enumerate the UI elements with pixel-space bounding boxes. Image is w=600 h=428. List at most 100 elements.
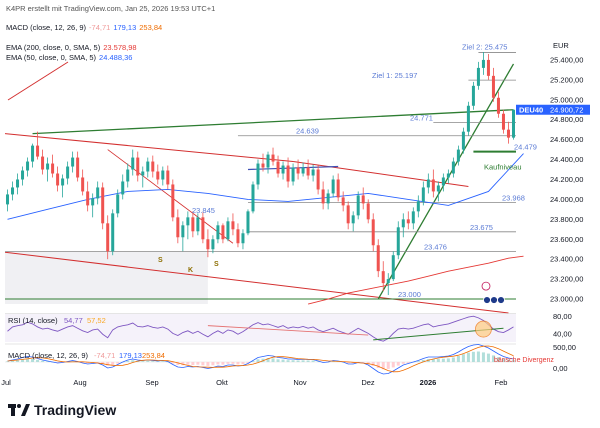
macd-line <box>7 344 514 375</box>
tradingview-logo[interactable]: TradingView <box>8 402 116 418</box>
candle-body <box>36 145 40 157</box>
candle <box>326 189 330 210</box>
candle-body <box>436 185 440 192</box>
candle-body <box>371 219 375 246</box>
candle <box>6 189 10 212</box>
candle-body <box>181 225 185 238</box>
candle <box>51 154 55 178</box>
candle <box>226 217 230 242</box>
candle-body <box>506 129 510 138</box>
macd-histogram-bar <box>391 362 395 368</box>
macd-histogram-bar <box>281 359 285 362</box>
macd-histogram-bar <box>211 362 215 366</box>
macd-histogram-bar <box>486 353 490 362</box>
candle <box>36 131 40 160</box>
macd-histogram-bar <box>246 362 250 363</box>
candle-body <box>191 217 195 232</box>
green-upper-trendline <box>32 109 514 135</box>
macd-histogram-bar <box>201 362 205 366</box>
macd-histogram-bar <box>296 360 300 362</box>
pattern-mark: S <box>214 261 219 268</box>
candle <box>56 166 60 192</box>
candle-body <box>421 187 425 202</box>
macd-histogram-bar <box>306 360 310 362</box>
macd-histogram-bar <box>11 360 15 362</box>
macd-histogram-bar <box>396 362 400 366</box>
candle <box>116 189 120 218</box>
candle <box>296 159 300 180</box>
candle <box>181 221 185 252</box>
candle <box>196 213 200 236</box>
macd-histogram-bar <box>266 358 270 362</box>
macd-legend-top[interactable]: MACD (close, 12, 26, 9) -74,71 179,13 253,8… <box>6 23 163 32</box>
candle <box>451 157 455 178</box>
candle <box>126 163 130 188</box>
candle <box>91 193 95 218</box>
event-marker-icon <box>490 296 498 304</box>
candle-body <box>271 154 275 162</box>
candle <box>366 199 370 224</box>
macd-histogram-bar <box>241 362 245 365</box>
candle-body <box>41 156 45 170</box>
candle-body <box>236 229 240 244</box>
tradingview-wordmark: TradingView <box>34 402 117 418</box>
candle <box>26 157 30 177</box>
macd-histogram-bar <box>146 360 150 362</box>
macd-histogram-bar <box>161 361 165 362</box>
candle <box>411 207 415 230</box>
macd-value-2: 179,13 <box>119 351 142 360</box>
x-tick-label: Feb <box>495 378 508 387</box>
candle-body <box>141 171 145 176</box>
candle-body <box>401 219 405 228</box>
candle <box>406 211 410 230</box>
candle <box>501 109 505 134</box>
candle <box>166 165 170 190</box>
candle-body <box>411 211 415 224</box>
macd-histogram-bar <box>376 362 380 368</box>
macd-histogram-bar <box>481 352 485 362</box>
rsi-line <box>7 315 514 342</box>
ema50-legend[interactable]: EMA (50, close, 0, SMA, 5) 24.488,36 <box>6 53 133 62</box>
macd-histogram-bar <box>26 358 30 362</box>
macd-histogram-bar <box>386 362 390 369</box>
candle-body <box>291 167 295 182</box>
candle-body <box>161 170 165 180</box>
candle-body <box>321 189 325 204</box>
rsi-value: 54,77 <box>64 316 83 325</box>
x-tick-label: 2026 <box>420 378 437 387</box>
macd-histogram-bar <box>156 361 160 362</box>
candle-body <box>381 271 385 284</box>
candle-body <box>441 177 445 186</box>
candle-body <box>6 194 10 205</box>
macd-histogram-bar <box>276 359 280 362</box>
macd-histogram-bar <box>301 360 305 362</box>
macd-histogram-bar <box>86 362 90 364</box>
macd-histogram-bar <box>381 362 385 370</box>
macd-histogram-bar <box>171 362 175 364</box>
ema200-legend[interactable]: EMA (200, close, 0, SMA, 5) 23.578,98 <box>6 43 137 52</box>
macd-histogram-bar <box>6 361 10 362</box>
candle-body <box>316 169 320 190</box>
candle-body <box>121 181 125 195</box>
price-label: 23.476 <box>424 243 447 252</box>
macd-histogram-bar <box>416 361 420 362</box>
candle-body <box>216 225 220 240</box>
macd-histogram-bar <box>271 358 275 362</box>
candle-body <box>416 201 420 212</box>
candle-body <box>201 217 205 240</box>
candle <box>231 213 235 236</box>
candle-body <box>96 187 100 199</box>
candle-body <box>46 163 50 170</box>
candle-body <box>101 187 105 224</box>
candle <box>76 151 80 182</box>
candle-body <box>31 145 35 162</box>
macd-histogram-bar <box>141 361 145 362</box>
macd-signal-line <box>7 345 514 373</box>
y-tick-label: 25.400,00 <box>550 55 583 64</box>
macd-histogram-bar <box>496 357 500 362</box>
candle-body <box>446 173 450 178</box>
candle <box>256 159 260 190</box>
candle <box>176 209 180 244</box>
macd-histogram-bar <box>331 361 335 362</box>
candle <box>191 211 195 238</box>
